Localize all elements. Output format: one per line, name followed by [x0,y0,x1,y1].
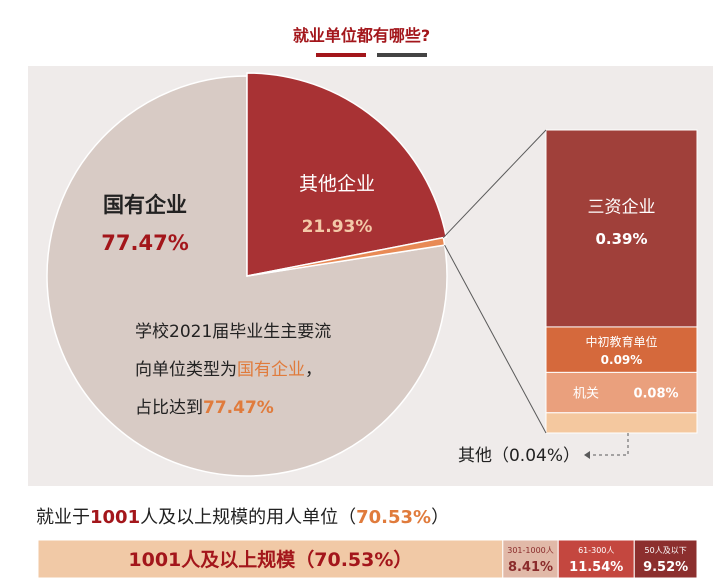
bar-value-301-1000: 8.41% [508,560,553,575]
bar-label-61-300: 61-300人 [578,546,614,555]
bar-segment-61-300 [557,539,635,579]
bottom-title-d: 70.53% [356,507,432,528]
title-underline-dark [377,53,427,57]
callout-arrow-icon [584,451,590,459]
pie-slice-other-enterprise [246,72,448,277]
annotation-line-2-highlight: 国有企业 [237,360,305,380]
pie-value-state-owned: 77.47% [101,231,188,255]
bar-label-301-1000: 301-1000人 [507,546,554,555]
annotation-line-2: 向单位类型为国有企业， [135,360,322,380]
annotation-line-2-prefix: 向单位类型为 [135,360,237,380]
stack-segment-other [545,412,698,434]
stack-segment-foreign-invested [545,129,698,328]
connector-line-bottom [444,244,547,434]
annotation-line-3-highlight: 77.47% [203,398,274,418]
pie-label-state-owned: 国有企业 [103,193,187,217]
bottom-title-a: 就业于 [36,507,90,528]
callout-label-other: 其他（0.04%） [458,446,580,466]
bar-segment-1001-plus [37,539,504,579]
stack-value-government: 0.08% [633,386,678,401]
title-underline-red [316,53,366,57]
stack-label-government: 机关 [573,386,599,401]
connector-line-top [442,129,547,239]
bar-segment-50-below [633,539,698,579]
stack-segment-government [545,371,698,414]
page-title: 就业单位都有哪些? [292,26,431,45]
bar-value-50-below: 9.52% [643,560,688,575]
pie-value-other-enterprise: 21.93% [302,217,373,237]
bar-value-61-300: 11.54% [569,560,623,575]
bottom-title-e: ） [431,507,450,528]
callout-dashed-line [590,433,629,456]
stack-label-education: 中初教育单位 [585,334,657,349]
bottom-title-c: 人及以上规模的用人单位（ [140,507,357,528]
bottom-title-b: 1001 [90,507,141,528]
annotation-line-3-prefix: 占比达到 [135,398,203,418]
stack-value-education: 0.09% [601,353,643,367]
bar-segment-301-1000 [502,539,559,579]
stack-segment-education [545,326,698,373]
bar-label-1001-plus: 1001人及以上规模（70.53%） [128,548,412,571]
stack-label-foreign-invested: 三资企业 [588,198,656,218]
pie-slice-remaining [246,236,446,277]
annotation-line-1: 学校2021届毕业生主要流 [135,322,331,342]
annotation-line-2-suffix: ， [305,360,322,380]
pie-label-other-enterprise: 其他企业 [299,173,375,195]
bar-label-50-below: 50人及以下 [645,546,687,555]
stack-value-foreign-invested: 0.39% [595,230,647,248]
bottom-bar-title: 就业于1001人及以上规模的用人单位（70.53%） [36,503,449,529]
annotation-line-3: 占比达到77.47% [135,398,274,418]
